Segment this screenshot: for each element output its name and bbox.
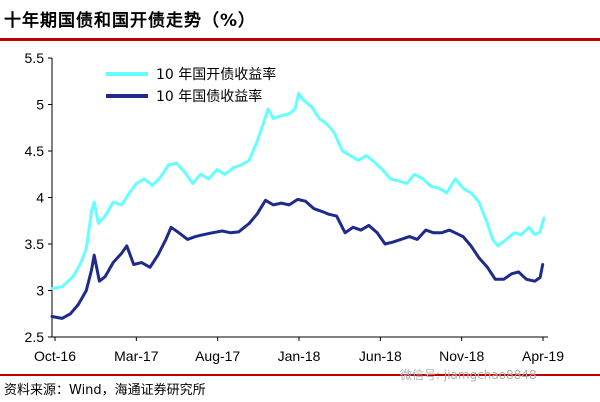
- wechat-watermark: 微信号: jiamgchao8848: [400, 368, 537, 382]
- x-tick-label: Mar-17: [114, 348, 159, 364]
- series-line-2: [50, 197, 545, 320]
- source-rule: [0, 374, 600, 376]
- x-tick-label: Jun-18: [359, 348, 402, 364]
- x-tick-label: Aug-17: [195, 348, 240, 364]
- y-tick-label: 5.5: [25, 50, 45, 66]
- chart-title: 十年期国债和国开债走势（%）: [4, 11, 257, 31]
- y-tick-label: 4: [36, 190, 44, 206]
- legend-label-2: 10 年国债收益率: [156, 88, 262, 105]
- legend-label-1: 10 年国开债收益率: [156, 66, 276, 83]
- y-tick-label: 3.5: [25, 236, 45, 252]
- x-tick-label: Nov-18: [439, 348, 484, 364]
- x-tick-label: Jan-18: [278, 348, 321, 364]
- source-note: 资料来源：Wind，海通证券研究所: [4, 383, 206, 398]
- y-tick-label: 2.5: [25, 329, 45, 345]
- series-line-1: [50, 91, 546, 291]
- x-tick-label: Apr-19: [522, 348, 564, 364]
- legend: 10 年国开债收益率 10 年国债收益率: [106, 66, 276, 105]
- axes: 2.5 3 3.5 4 4.5 5 5.5 Oct-16 Mar-17 Aug-17 Jan-18 J…: [25, 50, 565, 364]
- title-rule: [0, 38, 600, 41]
- y-tick-label: 5: [36, 97, 44, 113]
- line-chart: 2.5 3 3.5 4 4.5 5 5.5 Oct-16 Mar-17 Aug-17 Jan-18 J…: [25, 50, 565, 364]
- y-tick-label: 3: [36, 283, 44, 299]
- x-tick-label: Oct-16: [34, 348, 76, 364]
- y-tick-label: 4.5: [25, 143, 45, 159]
- series-lines: [50, 91, 546, 320]
